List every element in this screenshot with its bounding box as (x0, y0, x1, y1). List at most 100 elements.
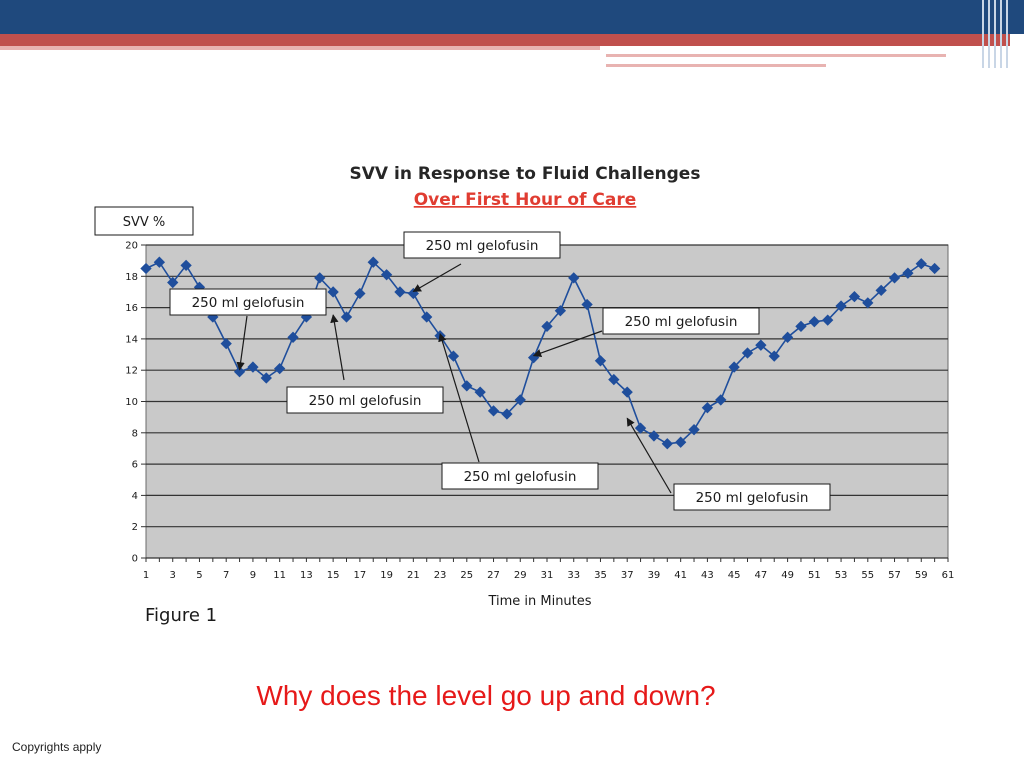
x-tick-label: 25 (460, 570, 473, 581)
data-point (915, 258, 927, 270)
x-tick-label: 41 (674, 570, 687, 581)
x-tick-label: 19 (380, 570, 393, 581)
x-tick-label: 21 (407, 570, 420, 581)
x-tick-label: 49 (781, 570, 794, 581)
x-tick-label: 39 (648, 570, 661, 581)
x-tick-label: 43 (701, 570, 714, 581)
x-tick-label: 59 (915, 570, 928, 581)
y-tick-label: 16 (125, 303, 138, 314)
data-point (808, 316, 820, 328)
data-point (474, 386, 486, 398)
data-point (594, 355, 607, 367)
data-point (220, 337, 232, 350)
data-point (648, 430, 660, 442)
x-tick-label: 51 (808, 570, 821, 581)
data-point (354, 287, 366, 300)
data-point (755, 339, 767, 351)
footer-text: Copyrights apply (12, 740, 102, 754)
data-point (140, 262, 152, 275)
callout-arrow (330, 314, 345, 381)
data-point (781, 331, 794, 343)
data-point (541, 320, 553, 333)
data-point (327, 286, 339, 298)
data-point (621, 386, 633, 398)
data-point (902, 267, 914, 279)
callout-box (673, 483, 831, 511)
data-point (487, 405, 500, 417)
data-point (260, 372, 272, 384)
data-point (608, 373, 620, 386)
x-tick-label: 15 (327, 570, 340, 581)
x-tick-label: 35 (594, 570, 607, 581)
data-point (835, 300, 847, 312)
x-tick-label: 45 (728, 570, 741, 581)
data-point (287, 331, 299, 343)
decor-line (606, 64, 826, 67)
x-tick-label: 3 (170, 570, 176, 581)
callout-annotation: 250 ml gelofusin (169, 288, 327, 371)
data-point (501, 408, 513, 420)
data-point (888, 272, 901, 284)
callout-annotation: 250 ml gelofusin (532, 307, 760, 358)
callout-arrow (236, 315, 248, 371)
x-axis-label: Time in Minutes (487, 594, 591, 609)
x-tick-label: 17 (353, 570, 366, 581)
data-point (461, 380, 473, 392)
x-tick-label: 53 (835, 570, 848, 581)
data-point (421, 311, 433, 323)
data-point (514, 394, 526, 406)
x-tick-label: 57 (888, 570, 901, 581)
data-point (167, 276, 179, 289)
x-tick-label: 5 (196, 570, 202, 581)
y-tick-label: 20 (125, 241, 138, 252)
data-point (768, 350, 780, 362)
data-point (367, 256, 379, 268)
callout-box (286, 386, 444, 414)
accent-stripe (0, 34, 1010, 46)
x-tick-label: 55 (861, 570, 874, 581)
y-tick-label: 8 (132, 428, 138, 439)
x-tick-label: 61 (942, 570, 955, 581)
decor-line (606, 54, 946, 57)
x-tick-label: 29 (514, 570, 527, 581)
callout-box (169, 288, 327, 316)
callout-annotation: 250 ml gelofusin (626, 417, 831, 511)
y-axis-label-box (94, 206, 194, 236)
decor-vertical-lines (980, 0, 1010, 68)
data-point (675, 436, 687, 448)
y-axis-label: SVV % (123, 215, 166, 230)
x-tick-label: 11 (273, 570, 286, 581)
data-point (180, 259, 192, 272)
callout-label: 250 ml gelofusin (426, 238, 539, 254)
data-point (554, 305, 567, 317)
y-tick-label: 4 (132, 491, 138, 502)
data-point (928, 262, 941, 275)
x-tick-label: 9 (250, 570, 256, 581)
y-tick-label: 12 (125, 366, 138, 377)
callout-label: 250 ml gelofusin (309, 393, 422, 409)
callout-label: 250 ml gelofusin (696, 490, 809, 506)
data-point (848, 290, 861, 303)
data-point (688, 424, 700, 436)
y-tick-label: 6 (132, 460, 138, 471)
callout-label: 250 ml gelofusin (625, 314, 738, 330)
callout-label: 250 ml gelofusin (192, 295, 305, 311)
x-tick-label: 37 (621, 570, 634, 581)
chart-title: SVV in Response to Fluid Challenges (350, 164, 701, 184)
data-point (394, 286, 406, 298)
callout-annotation: 250 ml gelofusin (438, 332, 599, 490)
data-point (715, 394, 727, 406)
header-bar (0, 0, 1024, 34)
data-point (568, 272, 580, 284)
figure-label: Figure 1 (145, 605, 217, 626)
callout-box (403, 231, 561, 259)
data-point (795, 320, 807, 333)
accent-stripe-light (0, 46, 600, 50)
data-point (875, 284, 887, 297)
data-point (822, 314, 834, 326)
x-tick-label: 7 (223, 570, 229, 581)
callout-arrow (532, 330, 603, 358)
callout-arrow (412, 263, 462, 293)
